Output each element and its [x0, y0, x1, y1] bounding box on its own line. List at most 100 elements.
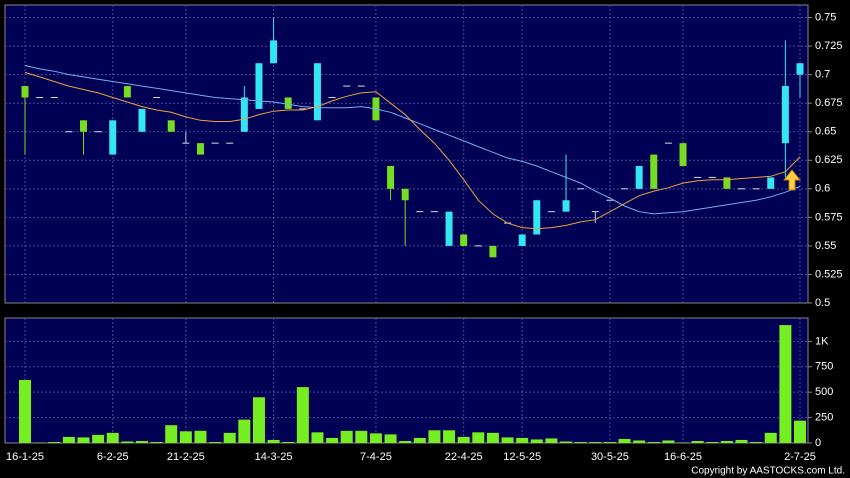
volume-bar	[545, 438, 558, 443]
candle-body	[460, 234, 468, 246]
volume-bar	[750, 441, 763, 443]
y-tick-label: 0.525	[815, 268, 843, 280]
candle-body	[196, 143, 204, 155]
volume-bar	[764, 432, 777, 443]
volume-bar	[252, 397, 265, 443]
volume-bar	[647, 441, 660, 443]
volume-bar	[19, 379, 31, 443]
volume-bar	[106, 432, 119, 443]
volume-bar	[369, 433, 382, 443]
x-tick-label: 30-5-25	[591, 451, 629, 463]
volume-bar	[633, 440, 646, 443]
candle-body	[781, 86, 789, 144]
candle-body	[679, 143, 687, 166]
y-tick-label: 0.65	[815, 126, 836, 138]
candle-body	[123, 86, 131, 98]
volume-bar	[223, 432, 236, 443]
volume-bar	[165, 425, 178, 443]
candle-body	[284, 97, 292, 109]
volume-bar	[457, 436, 470, 443]
candle-body	[650, 154, 658, 189]
volume-bar	[574, 441, 587, 443]
volume-panel	[4, 317, 809, 444]
x-tick-label: 6-2-25	[97, 451, 129, 463]
volume-bar	[121, 441, 134, 443]
candle-body	[401, 188, 409, 201]
volume-bar	[135, 440, 148, 443]
price-panel	[4, 4, 809, 304]
volume-bar	[486, 432, 499, 443]
volume-bar	[618, 438, 631, 443]
candle-body	[109, 120, 117, 155]
volume-bar	[209, 441, 222, 443]
volume-bar	[311, 432, 324, 443]
volume-bar	[794, 420, 806, 443]
volume-bar	[560, 441, 573, 443]
volume-bar	[194, 430, 207, 443]
candle-body	[445, 211, 453, 246]
volume-bar	[150, 441, 163, 443]
volume-bar	[603, 441, 616, 443]
y-tick-label: 1K	[815, 335, 829, 347]
volume-bar	[413, 437, 426, 443]
moving-average-line	[24, 65, 801, 215]
y-tick-label: 0.55	[815, 240, 836, 252]
x-tick-label: 16-1-25	[6, 451, 44, 463]
volume-bar	[779, 325, 792, 443]
volume-bar	[92, 434, 105, 443]
volume-bar	[428, 430, 441, 443]
x-tick-label: 22-4-25	[445, 451, 483, 463]
y-tick-label: 0.575	[815, 211, 843, 223]
volume-bar	[326, 437, 339, 443]
volume-bar	[48, 441, 61, 443]
volume-bar	[62, 436, 75, 443]
candle-body	[767, 177, 775, 189]
y-tick-label: 500	[815, 386, 833, 398]
candle-body	[270, 40, 278, 64]
candle-body	[723, 177, 731, 189]
volume-bar	[589, 441, 602, 443]
y-tick-label: 250	[815, 411, 833, 423]
candle-body	[635, 165, 643, 189]
x-tick-label: 14-3-25	[255, 451, 293, 463]
volume-bar	[516, 437, 529, 443]
candle-body	[79, 120, 87, 132]
candle-body	[387, 165, 395, 189]
candle-body	[518, 234, 526, 246]
volume-bar	[238, 419, 251, 443]
volume-bar	[443, 430, 456, 443]
y-tick-label: 0	[815, 437, 821, 449]
candle-body	[167, 120, 175, 132]
volume-bar	[77, 437, 90, 443]
candle-body	[240, 97, 248, 132]
volume-bar	[706, 441, 719, 443]
volume-bar	[384, 434, 397, 443]
x-tick-label: 21-2-25	[167, 451, 205, 463]
y-tick-label: 0.675	[815, 97, 843, 109]
copyright: Copyright by AASTOCKS.com Ltd.	[691, 466, 845, 477]
x-tick-label: 12-5-25	[503, 451, 541, 463]
volume-bar	[282, 441, 295, 443]
volume-bar	[720, 440, 733, 443]
volume-bar	[355, 430, 368, 443]
y-tick-label: 0.7	[815, 69, 830, 81]
volume-bar	[33, 442, 46, 443]
x-tick-label: 16-6-25	[664, 451, 702, 463]
y-tick-label: 750	[815, 361, 833, 373]
y-tick-label: 0.6	[815, 183, 830, 195]
volume-bar	[691, 440, 704, 443]
y-tick-label: 0.725	[815, 40, 843, 52]
moving-average-line	[24, 71, 801, 230]
candle-body	[138, 108, 146, 132]
candle-body	[313, 63, 321, 121]
candle-body	[562, 200, 570, 212]
candle-body	[489, 245, 497, 258]
volume-bar	[662, 440, 675, 443]
volume-bar	[179, 431, 192, 443]
volume-bar	[296, 387, 309, 443]
volume-bar	[530, 439, 543, 443]
x-tick-label: 7-4-25	[360, 451, 392, 463]
candle-body	[21, 86, 29, 98]
candle-body	[796, 63, 804, 75]
